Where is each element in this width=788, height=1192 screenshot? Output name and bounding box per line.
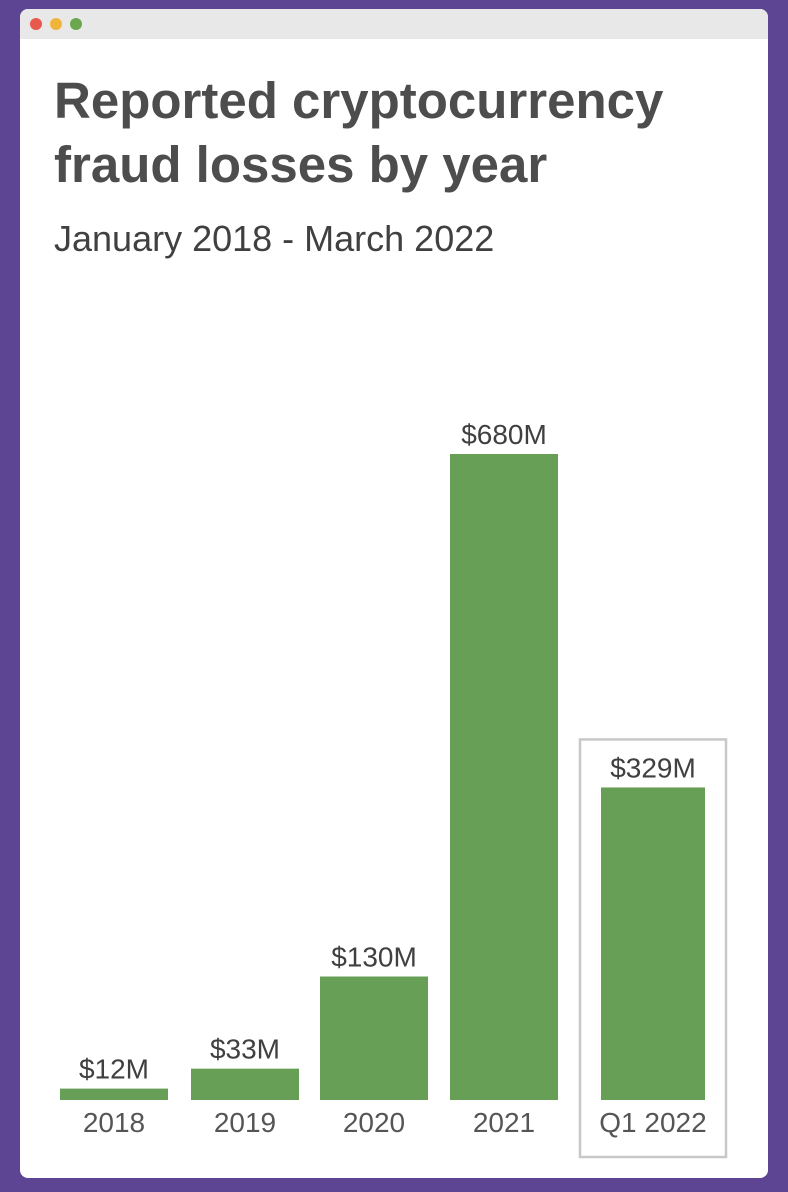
chart-subtitle: January 2018 - March 2022 [54, 218, 495, 259]
x-tick-label: Q1 2022 [599, 1107, 706, 1138]
x-tick-label: 2018 [83, 1107, 145, 1138]
x-tick-label: 2021 [473, 1107, 535, 1138]
x-tick-label: 2020 [343, 1107, 405, 1138]
value-label: $329M [610, 752, 696, 783]
x-tick-label: 2019 [214, 1107, 276, 1138]
bar-2021 [450, 454, 558, 1100]
bar-2020 [320, 976, 428, 1100]
bar-2019 [191, 1068, 299, 1100]
maximize-dot[interactable] [70, 18, 82, 30]
highlight-box [578, 738, 728, 1159]
chart-title: Reported cryptocurrency fraud losses by … [54, 72, 664, 193]
bar-chart: $12M 2018 $33M 2019 $130M 2020 $680M 2021 $329M Q… [60, 419, 728, 1159]
bar-q1-2022 [601, 787, 705, 1100]
value-label: $680M [461, 419, 547, 450]
minimize-dot[interactable] [50, 18, 62, 30]
close-dot[interactable] [30, 18, 42, 30]
bar-2018 [60, 1088, 168, 1100]
value-label: $130M [331, 942, 417, 973]
chart-window: Reported cryptocurrency fraud losses by … [20, 9, 768, 1178]
value-label: $33M [210, 1034, 280, 1065]
value-label: $12M [79, 1054, 149, 1085]
window-titlebar [20, 9, 768, 39]
